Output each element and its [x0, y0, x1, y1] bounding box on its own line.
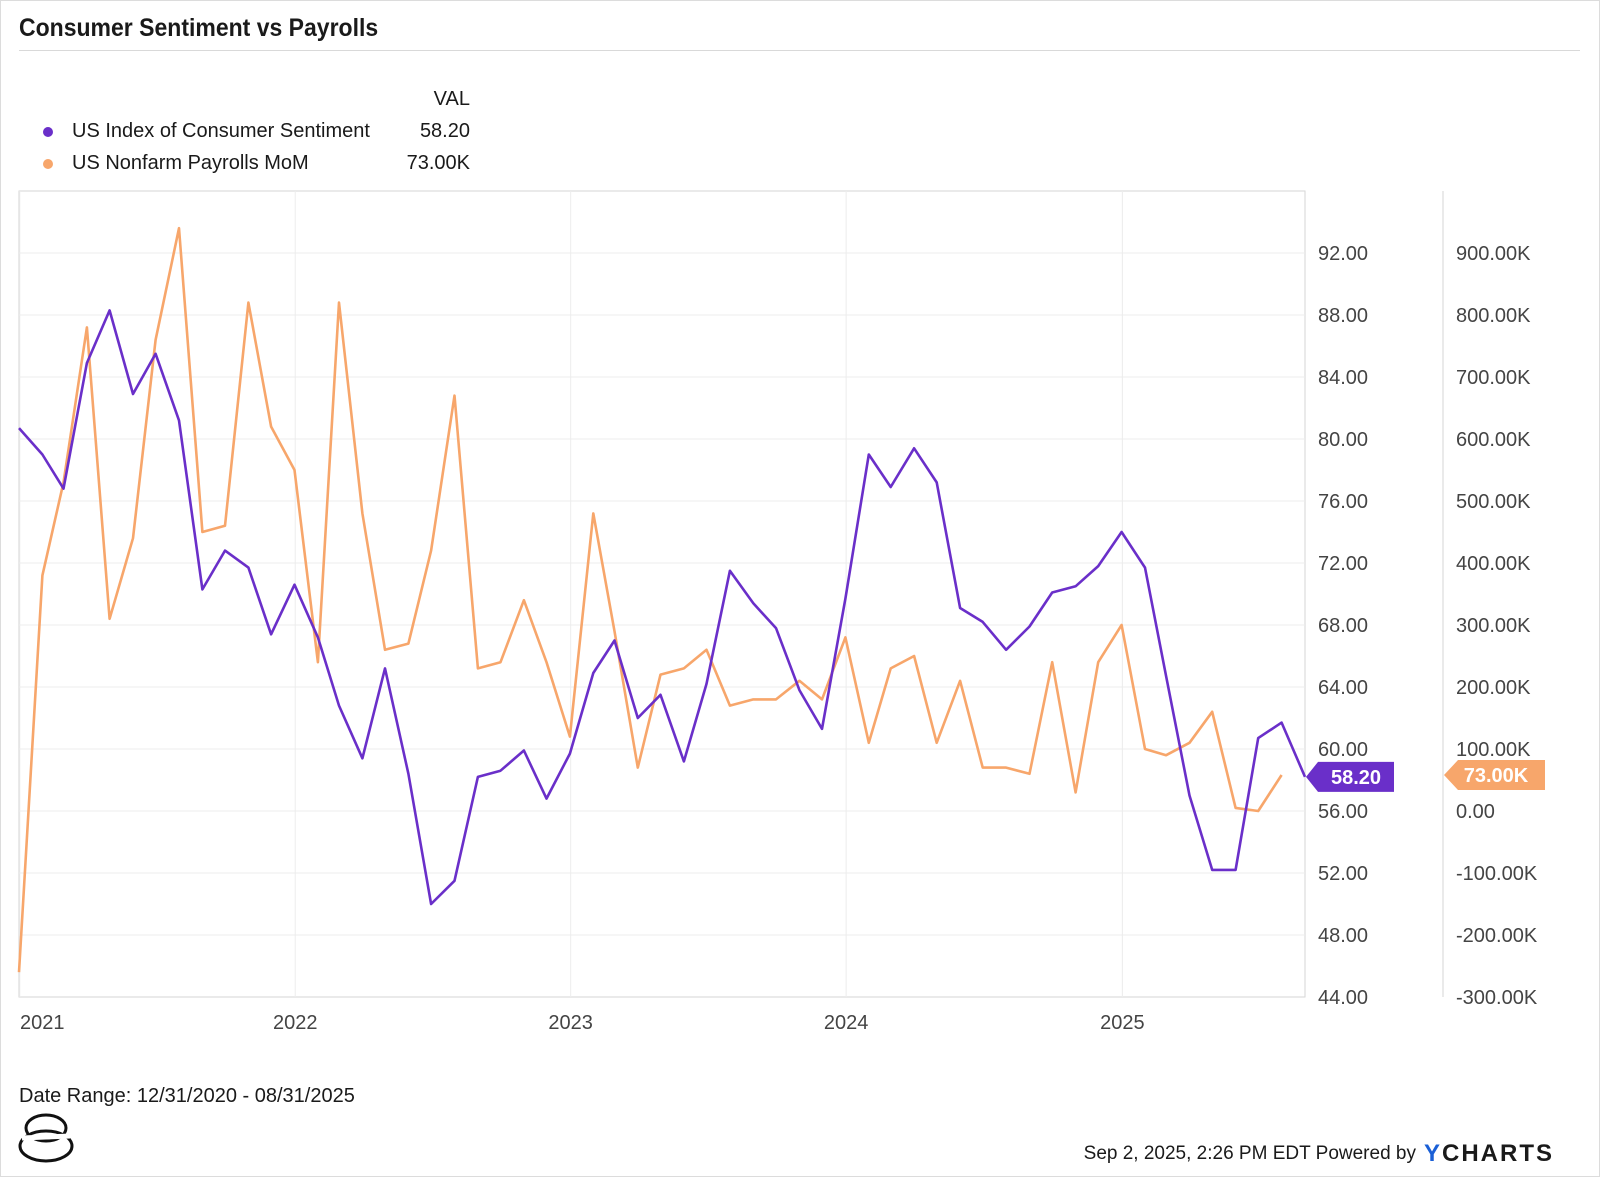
- right-axis: -300.00K -200.00K -100.00K 0.00 100.00K 200.0…: [1456, 243, 1538, 1009]
- plot-border: [18, 190, 1306, 998]
- right-axis-tick-label: 800.00K: [1456, 305, 1531, 327]
- legend-value-payrolls: 73.00K: [406, 152, 470, 174]
- right-axis-tick-label: 400.00K: [1456, 553, 1531, 575]
- left-axis-tick-label: 44.00: [1318, 987, 1368, 1009]
- right-axis-tick-label: 500.00K: [1456, 491, 1531, 513]
- series-lines: [17, 226, 1307, 973]
- x-axis-tick-label: 2024: [824, 1012, 869, 1034]
- legend-label-sentiment: US Index of Consumer Sentiment: [72, 120, 370, 142]
- legend-header: VAL: [433, 88, 470, 110]
- right-axis-tick-label: 700.00K: [1456, 367, 1531, 389]
- left-axis-tick-label: 56.00: [1318, 801, 1368, 823]
- last-value-label-sentiment: 58.20: [1331, 767, 1381, 789]
- legend-label-payrolls: US Nonfarm Payrolls MoM: [72, 152, 309, 174]
- x-axis: 2021 2022 2023 2024 2025: [20, 1012, 1145, 1034]
- right-axis-tick-label: -200.00K: [1456, 925, 1538, 947]
- left-axis-tick-label: 64.00: [1318, 677, 1368, 699]
- left-axis-tick-label: 80.00: [1318, 429, 1368, 451]
- chart-title: Consumer Sentiment vs Payrolls: [19, 14, 379, 42]
- footer-attribution: Sep 2, 2025, 2:26 PM EDT Powered by YCHA…: [1084, 1140, 1554, 1168]
- series-line-sentiment: [18, 309, 1307, 906]
- x-axis-tick-label: 2021: [20, 1012, 65, 1034]
- right-axis-tick-label: -100.00K: [1456, 863, 1538, 885]
- right-axis-tick-label: 200.00K: [1456, 677, 1531, 699]
- ycharts-logo-text: CHARTS: [1442, 1140, 1554, 1167]
- legend-dot-payrolls: [43, 159, 53, 169]
- left-axis-tick-label: 76.00: [1318, 491, 1368, 513]
- last-value-tags: 58.20 73.00K: [1306, 760, 1545, 792]
- right-axis-tick-label: 900.00K: [1456, 243, 1531, 265]
- left-axis-tick-label: 48.00: [1318, 925, 1368, 947]
- ycharts-logo-y: Y: [1423, 1140, 1442, 1167]
- left-axis-tick-label: 52.00: [1318, 863, 1368, 885]
- last-value-label-payrolls: 73.00K: [1464, 765, 1529, 787]
- brand-logo-icon: [18, 1113, 74, 1163]
- right-axis-tick-label: 0.00: [1456, 801, 1495, 823]
- legend-item-sentiment[interactable]: US Index of Consumer Sentiment 58.20: [40, 118, 470, 144]
- date-range: Date Range: 12/31/2020 - 08/31/2025: [19, 1085, 355, 1107]
- title-divider: [19, 50, 1580, 51]
- left-axis-tick-label: 92.00: [1318, 243, 1368, 265]
- left-axis-tick-label: 68.00: [1318, 615, 1368, 637]
- series-line-payrolls: [17, 226, 1283, 973]
- right-axis-tick-label: -300.00K: [1456, 987, 1538, 1009]
- last-value-tag-payrolls: [1444, 760, 1545, 791]
- timestamp: Sep 2, 2025, 2:26 PM EDT Powered by: [1083, 1143, 1416, 1164]
- left-axis-tick-label: 60.00: [1318, 739, 1368, 761]
- ycharts-logo[interactable]: YCHARTS: [1424, 1140, 1554, 1168]
- left-axis: 44.00 48.00 52.00 56.00 60.00 64.00 68.00 72.00…: [1318, 243, 1368, 1009]
- legend-value-sentiment: 58.20: [419, 120, 470, 142]
- right-axis-tick-label: 600.00K: [1456, 429, 1531, 451]
- x-axis-tick-label: 2025: [1100, 1012, 1145, 1034]
- legend-dot-sentiment: [43, 127, 53, 137]
- left-axis-tick-label: 88.00: [1318, 305, 1368, 327]
- legend-item-payrolls[interactable]: US Nonfarm Payrolls MoM 73.00K: [40, 150, 470, 176]
- x-axis-tick-label: 2023: [548, 1012, 593, 1034]
- x-axis-tick-label: 2022: [273, 1012, 318, 1034]
- right-axis-tick-label: 300.00K: [1456, 615, 1531, 637]
- left-axis-tick-label: 72.00: [1318, 553, 1368, 575]
- last-value-tag-sentiment: [1306, 761, 1394, 792]
- left-axis-tick-label: 84.00: [1318, 367, 1368, 389]
- right-axis-tick-label: 100.00K: [1456, 739, 1531, 761]
- gridlines: [18, 190, 1444, 998]
